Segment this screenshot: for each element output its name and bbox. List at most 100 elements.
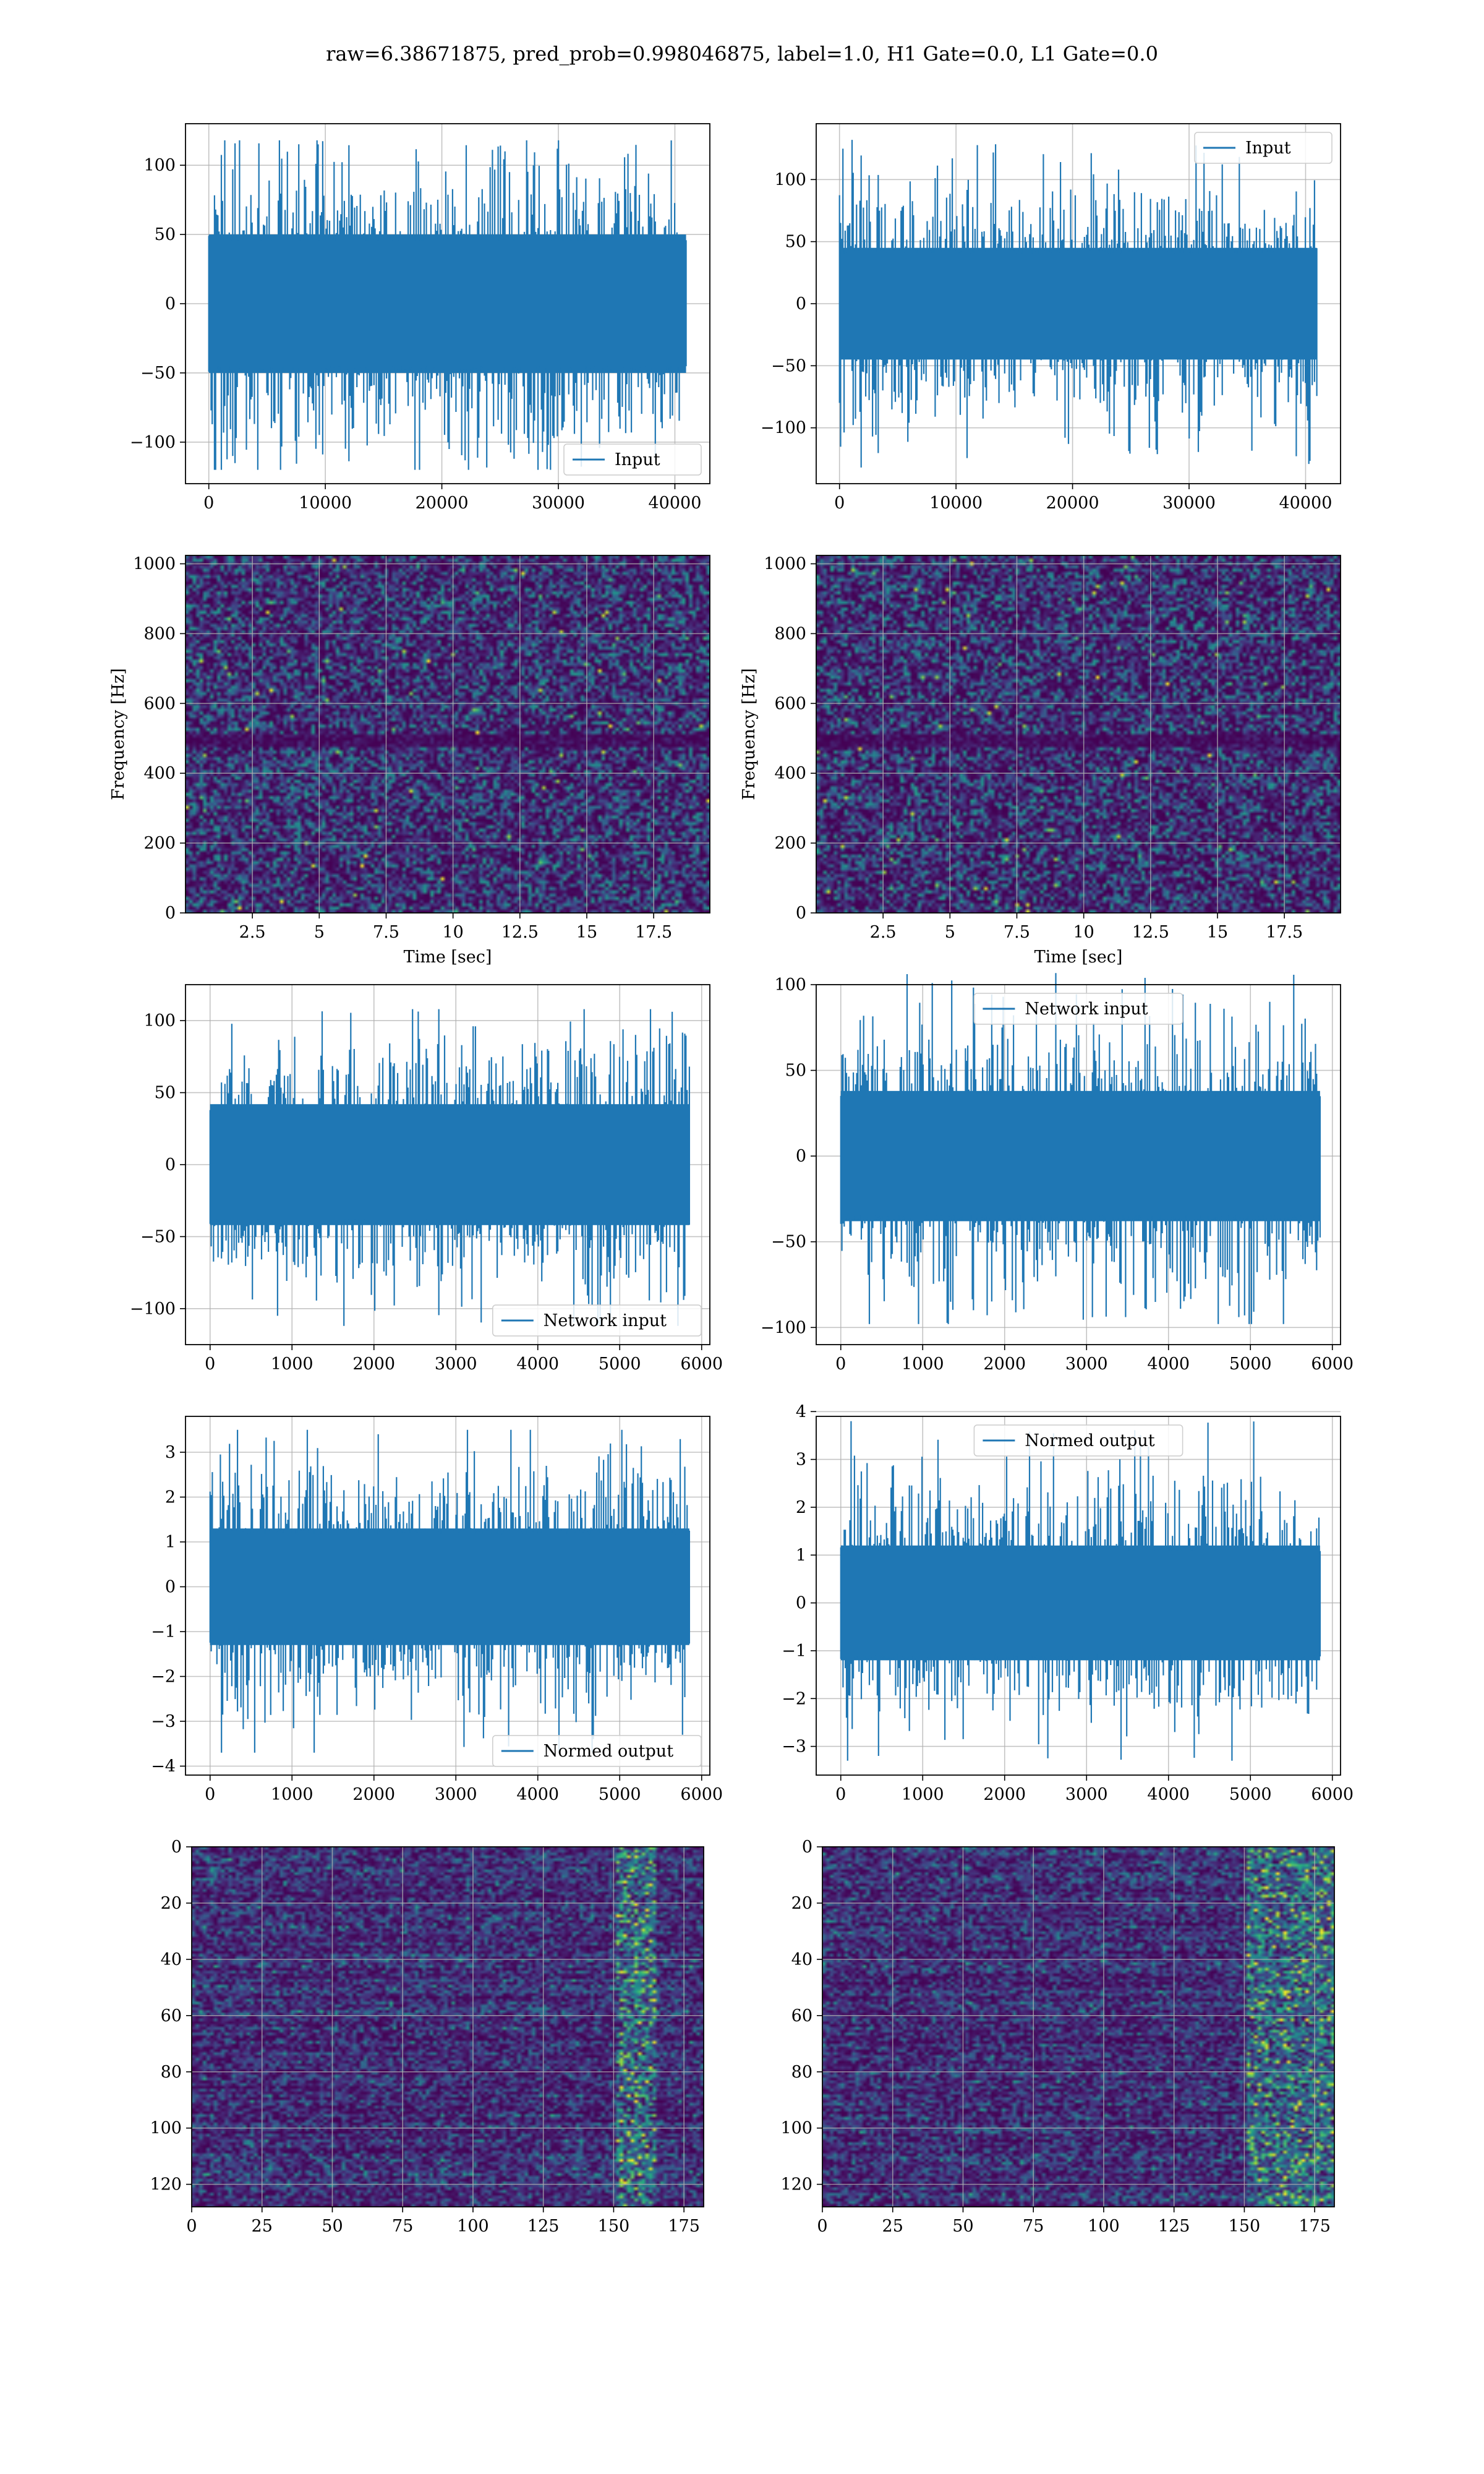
y-tick-label: 80	[791, 2063, 812, 2082]
x-tick-label: 12.5	[501, 923, 539, 942]
grid-lines	[822, 1846, 1334, 2207]
axes-frame	[822, 1846, 1335, 2207]
legend-label: Network input	[544, 1311, 667, 1330]
x-tick-label: 150	[598, 2217, 630, 2236]
x-tick-label: 40000	[649, 494, 702, 513]
y-tick-label: −100	[761, 419, 806, 438]
x-tick-label: 4000	[516, 1355, 559, 1374]
x-tick-label: 75	[1023, 2217, 1044, 2236]
y-tick-label: −50	[771, 356, 806, 375]
y-tick-label: 3	[165, 1443, 176, 1462]
legend-box	[973, 1424, 1183, 1457]
x-tick-label: 150	[1229, 2217, 1261, 2236]
y-tick-label: −100	[761, 1318, 806, 1337]
x-tick-label: 5	[945, 923, 955, 942]
y-tick-label: 100	[143, 1011, 176, 1030]
heatmap-image	[822, 1847, 1334, 2207]
y-tick-label: 2	[165, 1488, 176, 1507]
series-line	[840, 1421, 1321, 1761]
y-tick-label: 100	[780, 2119, 812, 2138]
x-tick-label: 2000	[352, 1785, 395, 1804]
y-tick-label: 0	[165, 1578, 176, 1597]
x-tick-label: 5000	[599, 1355, 641, 1374]
x-tick-label: 10000	[929, 494, 983, 513]
y-tick-label: −1	[151, 1622, 176, 1641]
y-tick-label: 200	[774, 834, 806, 853]
y-tick-label: 20	[161, 1894, 182, 1913]
x-tick-label: 5000	[1229, 1785, 1272, 1804]
x-tick-label: 0	[205, 1355, 215, 1374]
y-tick-label: 50	[155, 1084, 176, 1103]
y-tick-label: 400	[143, 764, 176, 783]
series-line	[840, 973, 1321, 1324]
y-tick-label: 2	[796, 1498, 806, 1517]
legend: Input	[563, 443, 702, 476]
axes-frame	[191, 1846, 704, 2207]
y-tick-label: 400	[774, 764, 806, 783]
x-tick-label: 5000	[599, 1785, 641, 1804]
y-tick-label: 0	[802, 1838, 812, 1857]
tick-labels: 0 1000 2000 3000 4000 5000 6000 −3 −2 −1 0 1 2 3 4	[782, 1402, 1354, 1804]
y-tick-label: −2	[151, 1667, 176, 1687]
y-tick-label: 0	[171, 1838, 182, 1857]
y-tick-label: 50	[785, 1061, 806, 1081]
y-tick-label: 60	[791, 2006, 812, 2026]
x-tick-label: 10000	[299, 494, 352, 513]
x-tick-label: 2.5	[870, 923, 897, 942]
y-tick-label: 3	[796, 1450, 806, 1470]
subplot-input-l1: 0 10000 20000 30000 40000 −100 −50 0 50 100 Input	[761, 123, 1341, 513]
heatmap-image	[186, 555, 710, 913]
y-tick-label: −50	[771, 1233, 806, 1252]
y-tick-label: 80	[161, 2063, 182, 2082]
y-tick-label: 0	[165, 904, 176, 923]
y-tick-label: 200	[143, 834, 176, 853]
legend-label: Normed output	[544, 1742, 673, 1761]
x-tick-label: 50	[952, 2217, 973, 2236]
x-axis-label: Time [sec]	[1034, 948, 1123, 967]
subplot-spectrogram-h1: 2.5 5 7.5 10 12.5 15 17.5 0 200 400 600 800 1000 Time…	[109, 555, 710, 967]
y-tick-label: 50	[155, 225, 176, 244]
x-tick-label: 3000	[1065, 1785, 1108, 1804]
x-tick-label: 17.5	[635, 923, 672, 942]
y-tick-label: 0	[796, 1594, 806, 1613]
y-tick-label: 20	[791, 1894, 812, 1913]
legend-label: Network input	[1025, 999, 1148, 1019]
series-line	[209, 1009, 690, 1326]
subplot-normed-output-l1: 0 1000 2000 3000 4000 5000 6000 −3 −2 −1 0 1 2 3 4 Norm…	[782, 1402, 1354, 1804]
y-tick-label: −3	[151, 1712, 176, 1731]
subplot-normed-output-h1: 0 1000 2000 3000 4000 5000 6000 −4 −3 −2 −1 0 1 2 3 Nor…	[151, 1416, 723, 1804]
series-line	[838, 140, 1318, 468]
x-tick-label: 0	[817, 2217, 827, 2236]
x-tick-label: 7.5	[1004, 923, 1030, 942]
legend-box	[492, 1735, 702, 1767]
x-tick-label: 2000	[983, 1355, 1026, 1374]
tick-labels: 0 10000 20000 30000 40000 −100 −50 0 50 100	[130, 156, 702, 513]
y-tick-label: 4	[796, 1402, 806, 1421]
x-tick-label: 6000	[1311, 1355, 1354, 1374]
y-tick-label: 600	[143, 694, 176, 713]
x-tick-label: 2000	[352, 1355, 395, 1374]
legend-box	[492, 1304, 702, 1337]
x-tick-label: 20000	[416, 494, 469, 513]
x-tick-label: 6000	[680, 1355, 723, 1374]
x-tick-label: 4000	[516, 1785, 559, 1804]
y-tick-label: 0	[796, 904, 806, 923]
tick-labels: 2.5 5 7.5 10 12.5 15 17.5 0 200 400 600 800 1000	[133, 555, 672, 942]
y-tick-label: 800	[774, 624, 806, 643]
x-tick-label: 6000	[680, 1785, 723, 1804]
y-tick-label: 1000	[764, 555, 806, 574]
series-line	[208, 140, 687, 470]
axes-frame	[816, 555, 1341, 914]
y-tick-label: −4	[151, 1757, 176, 1776]
x-tick-label: 1000	[271, 1785, 313, 1804]
x-tick-label: 10	[442, 923, 463, 942]
subplot-network-input-h1: 0 1000 2000 3000 4000 5000 6000 −100 −50 0 50 100 Ne…	[130, 984, 723, 1374]
x-tick-label: 100	[457, 2217, 489, 2236]
y-tick-label: 60	[161, 2006, 182, 2026]
subplot-spectrogram-l1: 2.5 5 7.5 10 12.5 15 17.5 0 200 400 600 800 1000 Time…	[740, 555, 1341, 967]
y-tick-label: 0	[165, 294, 176, 314]
x-tick-label: 125	[527, 2217, 560, 2236]
y-tick-label: 120	[150, 2175, 182, 2194]
x-axis-label: Time [sec]	[404, 948, 492, 967]
